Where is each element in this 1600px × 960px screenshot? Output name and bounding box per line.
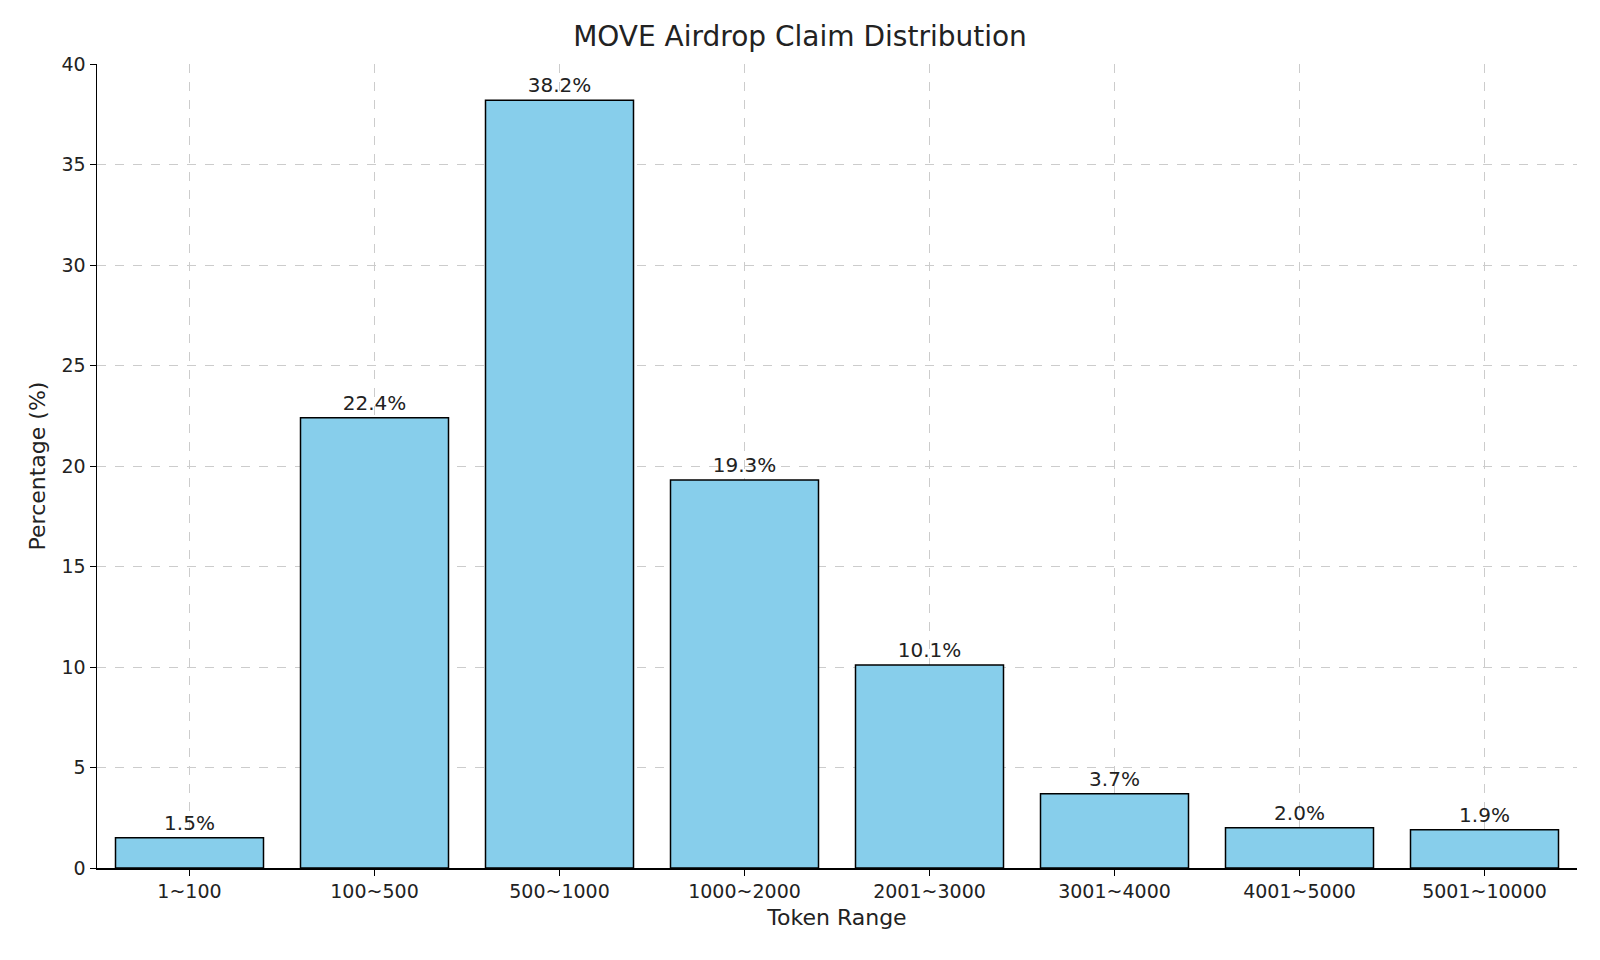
svg-text:10: 10 <box>62 656 86 678</box>
svg-text:4001~5000: 4001~5000 <box>1243 880 1356 902</box>
svg-text:100~500: 100~500 <box>330 880 418 902</box>
svg-text:5001~10000: 5001~10000 <box>1422 880 1547 902</box>
svg-text:30: 30 <box>62 254 86 276</box>
svg-text:38.2%: 38.2% <box>528 73 592 97</box>
svg-text:2001~3000: 2001~3000 <box>873 880 986 902</box>
svg-text:2.0%: 2.0% <box>1274 801 1325 825</box>
svg-text:15: 15 <box>62 555 86 577</box>
svg-text:20: 20 <box>62 455 86 477</box>
svg-text:1.5%: 1.5% <box>164 811 215 835</box>
svg-text:500~1000: 500~1000 <box>509 880 610 902</box>
svg-text:40: 40 <box>62 53 86 75</box>
svg-text:Percentage (%): Percentage (%) <box>25 382 50 551</box>
svg-text:19.3%: 19.3% <box>713 453 777 477</box>
svg-text:25: 25 <box>62 354 86 376</box>
svg-text:10.1%: 10.1% <box>898 638 962 662</box>
svg-text:22.4%: 22.4% <box>343 391 407 415</box>
svg-text:1.9%: 1.9% <box>1459 803 1510 827</box>
svg-text:3.7%: 3.7% <box>1089 767 1140 791</box>
svg-text:35: 35 <box>62 153 86 175</box>
svg-text:MOVE Airdrop Claim Distributio: MOVE Airdrop Claim Distribution <box>573 20 1027 53</box>
svg-text:3001~4000: 3001~4000 <box>1058 880 1171 902</box>
svg-text:5: 5 <box>74 756 86 778</box>
svg-text:1~100: 1~100 <box>157 880 221 902</box>
svg-text:0: 0 <box>74 857 86 879</box>
svg-text:1000~2000: 1000~2000 <box>688 880 801 902</box>
svg-text:Token Range: Token Range <box>766 905 906 930</box>
